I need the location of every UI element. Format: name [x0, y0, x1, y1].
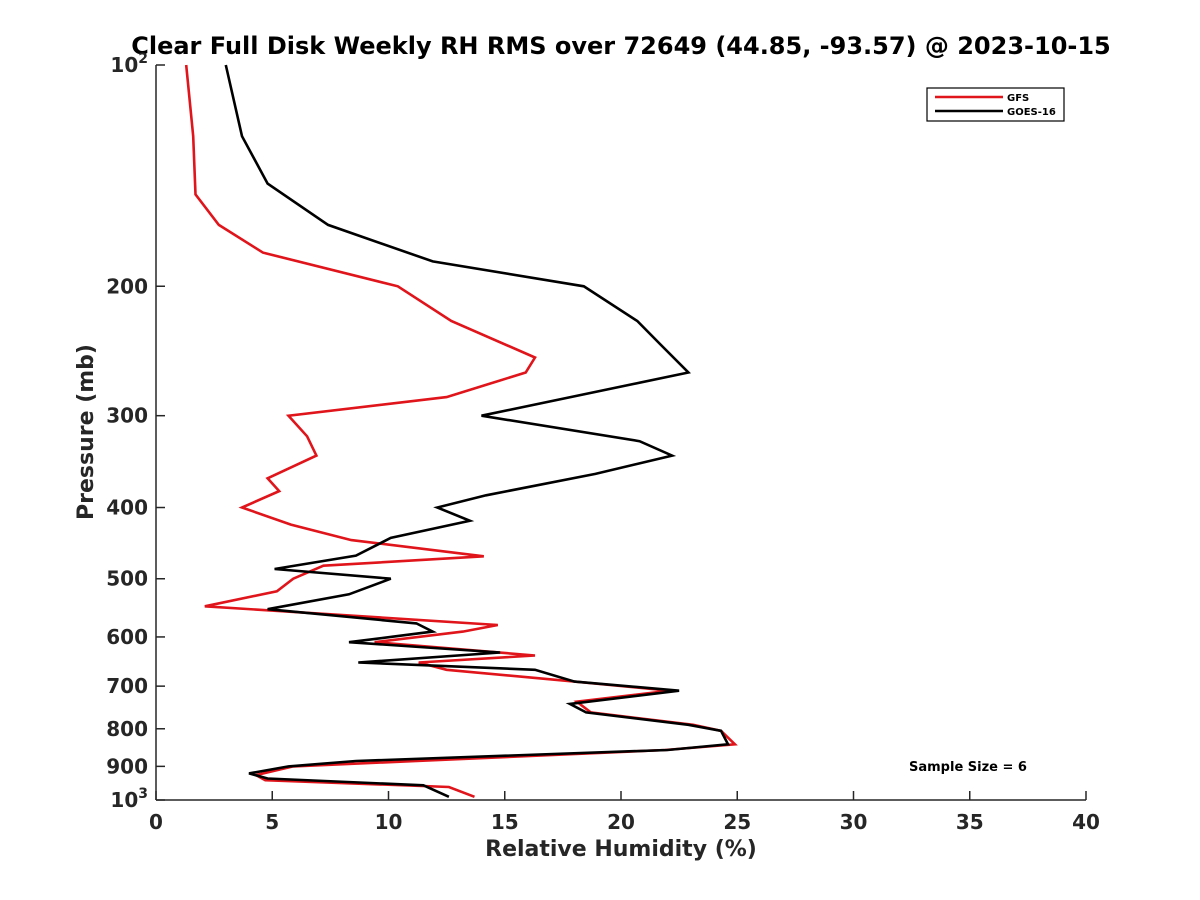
x-tick-label: 10: [375, 810, 403, 834]
x-axis-label: Relative Humidity (%): [485, 837, 757, 862]
y-tick-label: 500: [106, 567, 148, 591]
x-tick-label: 25: [723, 810, 751, 834]
legend: GFS GOES-16: [926, 87, 1065, 122]
chart-title: Clear Full Disk Weekly RH RMS over 72649…: [131, 32, 1111, 60]
x-tick-label: 40: [1072, 810, 1100, 834]
y-tick-label: 103: [110, 786, 148, 812]
y-tick-label: 600: [106, 625, 148, 649]
y-tick-label: 800: [106, 717, 148, 741]
y-tick-label: 400: [106, 496, 148, 520]
y-axis-label: Pressure (mb): [74, 344, 99, 520]
y-tick-label: 900: [106, 754, 148, 778]
x-tick-label: 5: [265, 810, 279, 834]
plot-series: [184, 64, 738, 799]
legend-label-gfs: GFS: [1007, 93, 1029, 104]
series-line-goes-16: [224, 64, 731, 798]
x-tick-label: 15: [491, 810, 519, 834]
y-ticks: 102 200 300 400 500 600 700 800 900 103: [106, 51, 165, 812]
y-tick-label: 102: [110, 51, 148, 77]
x-tick-label: 30: [840, 810, 868, 834]
x-tick-label: 20: [607, 810, 635, 834]
legend-label-goes16: GOES-16: [1007, 107, 1056, 118]
y-tick-label: 700: [106, 674, 148, 698]
x-tick-label: 35: [956, 810, 984, 834]
y-tick-label: 300: [106, 404, 148, 428]
x-tick-label: 0: [149, 810, 163, 834]
legend-box: [926, 87, 1065, 122]
x-ticks: 0 5 10 15 20 25 30 35 40: [149, 791, 1100, 834]
sample-size-annotation: Sample Size = 6: [909, 760, 1027, 775]
y-tick-label: 200: [106, 274, 148, 298]
